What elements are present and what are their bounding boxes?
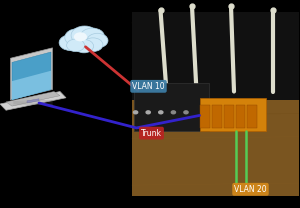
- Circle shape: [80, 28, 104, 45]
- Circle shape: [74, 32, 87, 41]
- Circle shape: [159, 111, 163, 114]
- Circle shape: [184, 111, 188, 114]
- Polygon shape: [12, 52, 51, 100]
- Polygon shape: [11, 48, 52, 100]
- Circle shape: [65, 29, 90, 46]
- Circle shape: [59, 35, 82, 51]
- Text: VLAN 20: VLAN 20: [234, 185, 267, 194]
- FancyBboxPatch shape: [132, 12, 298, 100]
- FancyBboxPatch shape: [247, 105, 257, 128]
- FancyBboxPatch shape: [134, 83, 208, 131]
- Circle shape: [134, 111, 138, 114]
- Polygon shape: [27, 99, 39, 103]
- Polygon shape: [6, 92, 60, 106]
- Circle shape: [87, 33, 108, 48]
- Circle shape: [67, 39, 85, 52]
- Polygon shape: [12, 71, 51, 100]
- FancyBboxPatch shape: [212, 105, 222, 128]
- Ellipse shape: [61, 36, 106, 48]
- Circle shape: [71, 26, 98, 45]
- Circle shape: [83, 38, 103, 52]
- Polygon shape: [0, 92, 66, 110]
- FancyBboxPatch shape: [132, 12, 298, 196]
- Circle shape: [74, 40, 94, 53]
- FancyBboxPatch shape: [236, 105, 245, 128]
- Text: Trunk: Trunk: [141, 129, 162, 138]
- Text: VLAN 10: VLAN 10: [132, 82, 165, 91]
- FancyBboxPatch shape: [224, 105, 234, 128]
- Circle shape: [171, 111, 176, 114]
- FancyBboxPatch shape: [200, 98, 266, 131]
- Circle shape: [146, 111, 150, 114]
- FancyBboxPatch shape: [200, 105, 210, 128]
